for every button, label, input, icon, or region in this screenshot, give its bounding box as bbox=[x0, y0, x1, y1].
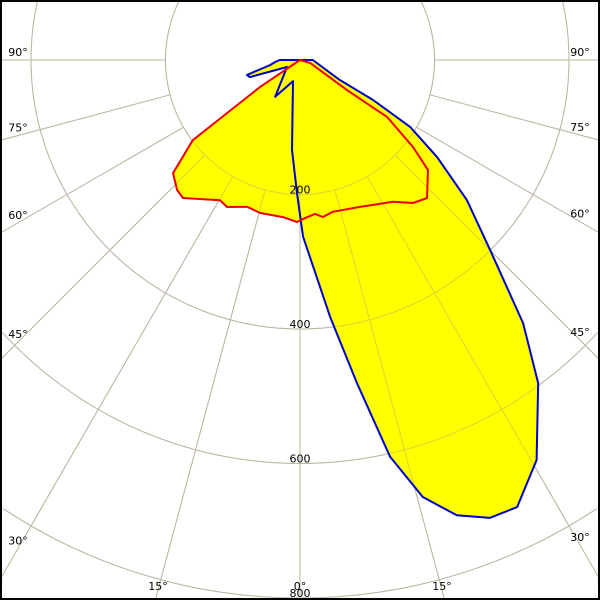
grid-circle-600 bbox=[2, 332, 300, 464]
grid-radial-line bbox=[0, 176, 234, 579]
angle-tick-label: 15° bbox=[148, 580, 168, 593]
grid-circle-600 bbox=[2, 332, 300, 464]
radial-tick-label: 600 bbox=[290, 453, 311, 466]
series-curve-0 bbox=[245, 59, 540, 519]
grid-radial-line bbox=[155, 189, 266, 600]
grid-radial-line bbox=[0, 154, 206, 360]
grid-radial-line bbox=[0, 126, 184, 234]
grid-radial-line bbox=[429, 94, 600, 141]
angle-tick-label: 45° bbox=[8, 328, 28, 341]
angle-tick-label: 75° bbox=[8, 122, 28, 135]
grid-radial-line bbox=[334, 189, 445, 600]
angle-tick-label: 30° bbox=[570, 531, 590, 544]
grid-circle-400 bbox=[300, 1, 570, 330]
radial-tick-label: 200 bbox=[290, 184, 311, 197]
angle-tick-label: 30° bbox=[8, 534, 28, 547]
grid-circle-800 bbox=[300, 508, 598, 599]
grid-circle-800 bbox=[2, 508, 300, 599]
grid-radial-line bbox=[394, 154, 600, 360]
angle-tick-label: 15° bbox=[432, 580, 452, 593]
angle-tick-label: 90° bbox=[8, 46, 28, 59]
grid-radial-line bbox=[0, 94, 171, 141]
radial-tick-label: 400 bbox=[290, 318, 311, 331]
grid-radial-line bbox=[429, 94, 600, 141]
grid-circle-400 bbox=[30, 1, 300, 330]
curves bbox=[172, 59, 540, 519]
grid-circle-800 bbox=[300, 508, 598, 599]
grid-radial-line bbox=[0, 154, 206, 360]
angle-tick-label: 75° bbox=[570, 121, 590, 134]
angle-tick-label: 60° bbox=[570, 208, 590, 221]
curve-fills bbox=[173, 60, 539, 518]
grid-radial-line bbox=[0, 126, 184, 234]
angle-tick-label: 90° bbox=[570, 46, 590, 59]
tick-labels: 200 400 600 800 90° 90° 75° 75° 60° 60° 45° 45° 30° 3… bbox=[8, 46, 590, 600]
grid-circle-800 bbox=[2, 508, 300, 599]
angle-tick-label: 0° bbox=[294, 580, 307, 593]
series-fill-1 bbox=[173, 60, 428, 222]
series-curve-1 bbox=[172, 59, 429, 223]
angle-tick-label: 45° bbox=[570, 326, 590, 339]
radial-tick-label: 800 bbox=[290, 587, 311, 600]
grid-circle-400 bbox=[30, 1, 300, 330]
grid-circle-200 bbox=[165, 0, 300, 195]
grid-radial-line bbox=[416, 126, 600, 234]
grid-circle-600 bbox=[300, 332, 598, 464]
grid-radial-line bbox=[416, 126, 600, 234]
grid-radial-line bbox=[0, 94, 171, 141]
grid-radial-line bbox=[0, 176, 234, 579]
grid-radial-line bbox=[155, 189, 266, 600]
angle-tick-label: 60° bbox=[8, 209, 28, 222]
grid-radial-line bbox=[366, 176, 600, 579]
